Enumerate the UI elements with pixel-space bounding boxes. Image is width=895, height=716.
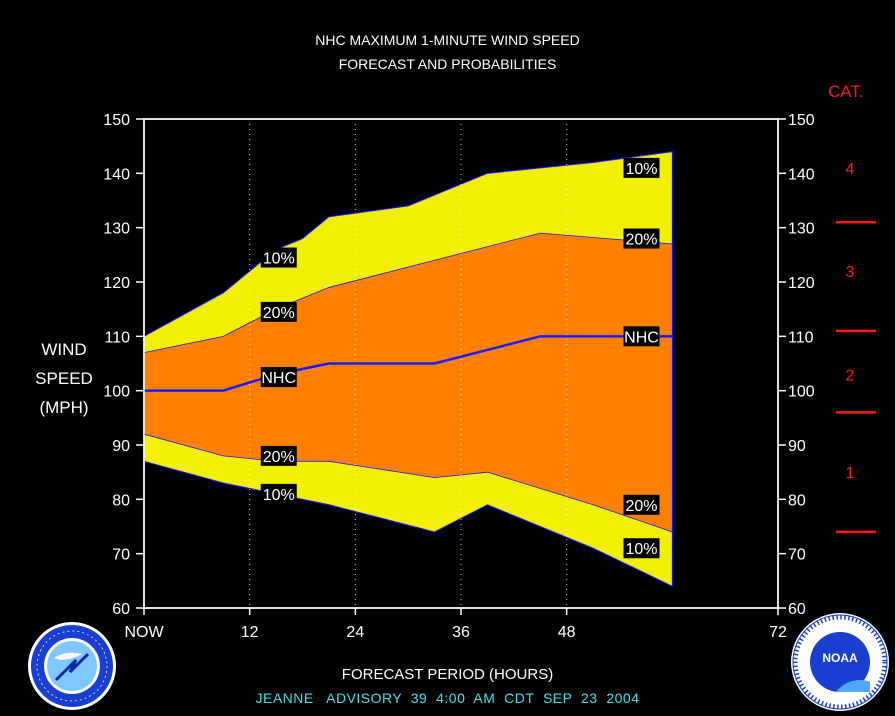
band-label-4: 10% (263, 487, 295, 504)
category-label-1: 1 (846, 465, 855, 482)
band-label-box-2 (260, 367, 297, 388)
band-label-box-1 (260, 301, 297, 322)
band-label-box-8 (623, 494, 660, 515)
band-label-box-6 (623, 228, 660, 249)
band-label-box-5 (623, 157, 660, 178)
x-tick-label-12: 12 (241, 624, 259, 641)
noaa-logo-center-text: NOAA (822, 651, 858, 665)
y-tick-label-left-140: 140 (103, 166, 130, 183)
band-label-2: NHC (261, 370, 296, 387)
y-tick-label-left-150: 150 (103, 112, 130, 129)
y-tick-label-left-70: 70 (112, 547, 130, 564)
chart-title-line2: FORECAST AND PROBABILITIES (338, 56, 557, 72)
y-tick-label-right-80: 80 (788, 492, 806, 509)
y-tick-label-left-60: 60 (112, 601, 130, 618)
y-tick-label-left-100: 100 (103, 384, 130, 401)
nws-logo (28, 622, 116, 710)
x-tick-label-0: NOW (124, 624, 164, 641)
band-label-box-0 (260, 247, 297, 268)
y-tick-label-right-120: 120 (788, 275, 815, 292)
band-label-9: 10% (625, 541, 657, 558)
band-label-box-3 (260, 445, 297, 466)
y-tick-label-right-130: 130 (788, 221, 815, 238)
band-label-1: 20% (263, 305, 295, 322)
x-tick-label-36: 36 (452, 624, 470, 641)
y-tick-label-right-60: 60 (788, 601, 806, 618)
y-tick-label-left-80: 80 (112, 492, 130, 509)
x-tick-label-72: 72 (769, 624, 787, 641)
y-tick-label-left-90: 90 (112, 438, 130, 455)
x-tick-label-48: 48 (558, 624, 576, 641)
x-axis-label: FORECAST PERIOD (HOURS) (341, 666, 554, 683)
x-tick-label-24: 24 (346, 624, 364, 641)
category-label-3: 3 (846, 264, 855, 281)
chart-title-line1: NHC MAXIMUM 1-MINUTE WIND SPEED (315, 32, 580, 48)
y-tick-label-right-150: 150 (788, 112, 815, 129)
noaa-logo: NOAA (791, 613, 889, 711)
band-label-0: 10% (263, 251, 295, 268)
category-label-4: 4 (846, 161, 855, 178)
y-tick-label-right-70: 70 (788, 547, 806, 564)
y-axis-label-line3: (MPH) (39, 398, 89, 417)
category-label-2: 2 (846, 367, 855, 384)
band-label-box-7 (623, 326, 660, 347)
y-tick-label-right-140: 140 (788, 166, 815, 183)
band-label-box-4 (260, 483, 297, 504)
band-label-5: 10% (625, 161, 657, 178)
nhc-forecast-line (144, 335, 673, 392)
band-label-3: 20% (263, 449, 295, 466)
band-label-8: 20% (625, 498, 657, 515)
band-label-7: NHC (624, 329, 659, 346)
y-tick-label-right-110: 110 (788, 329, 814, 346)
y-axis-label-line2: SPEED (35, 369, 93, 388)
y-tick-label-right-100: 100 (788, 384, 815, 401)
y-axis-label-line1: WIND (41, 340, 87, 359)
band-label-box-9 (623, 538, 660, 559)
band-label-6: 20% (625, 232, 657, 249)
advisory-footer: JEANNE ADVISORY 39 4:00 AM CDT SEP 23 20… (255, 690, 640, 706)
y-tick-label-left-120: 120 (103, 275, 130, 292)
y-tick-label-left-130: 130 (103, 221, 130, 238)
y-tick-label-left-110: 110 (104, 329, 130, 346)
y-tick-label-right-90: 90 (788, 438, 806, 455)
category-axis-label: CAT. (828, 82, 864, 101)
